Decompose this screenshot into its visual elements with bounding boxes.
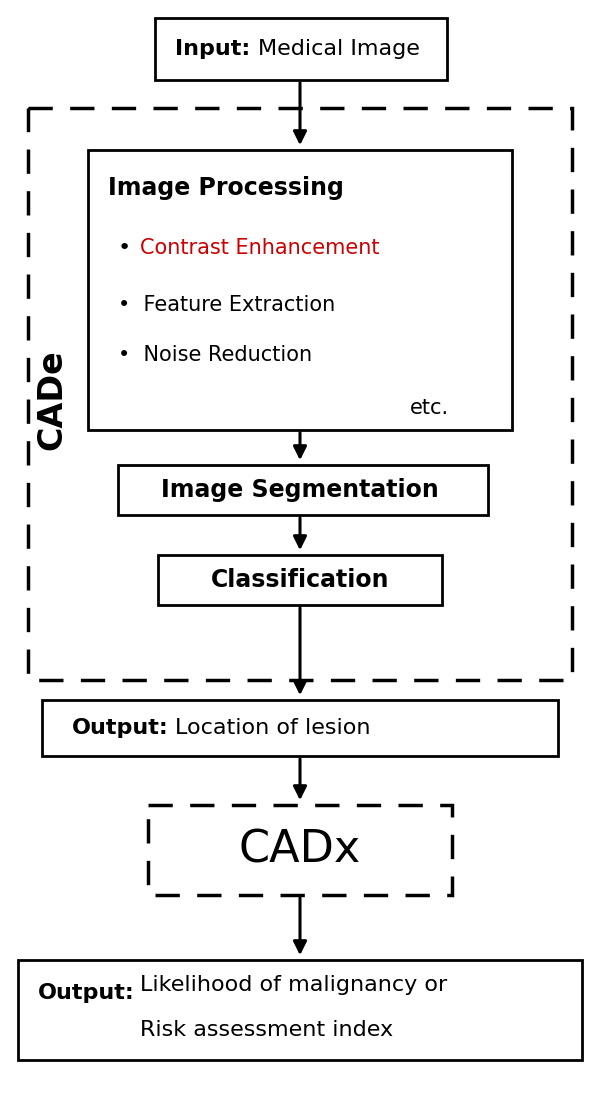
Text: Location of lesion: Location of lesion: [175, 718, 371, 738]
Text: •  Noise Reduction: • Noise Reduction: [118, 345, 312, 365]
Text: Risk assessment index: Risk assessment index: [140, 1020, 393, 1040]
Bar: [28, 108, 572, 680]
Bar: [148, 805, 452, 895]
Bar: [42, 700, 558, 756]
Bar: [18, 960, 582, 1060]
Text: CADe: CADe: [35, 350, 68, 450]
Text: Medical Image: Medical Image: [258, 39, 420, 59]
Text: Input:: Input:: [175, 39, 250, 59]
Bar: [88, 151, 512, 430]
Text: Image Segmentation: Image Segmentation: [161, 478, 439, 502]
Bar: [158, 555, 442, 605]
Text: Output:: Output:: [72, 718, 169, 738]
Text: Image Processing: Image Processing: [108, 176, 344, 200]
Bar: [118, 465, 488, 515]
Text: etc.: etc.: [410, 398, 449, 418]
Text: •  Feature Extraction: • Feature Extraction: [118, 295, 335, 316]
Bar: [155, 18, 447, 80]
Text: Likelihood of malignancy or: Likelihood of malignancy or: [140, 975, 447, 995]
Text: Output:: Output:: [38, 983, 135, 1004]
Text: Classification: Classification: [211, 568, 389, 592]
Text: CADx: CADx: [239, 828, 361, 872]
Text: •: •: [118, 237, 131, 258]
Text: Contrast Enhancement: Contrast Enhancement: [140, 237, 380, 258]
